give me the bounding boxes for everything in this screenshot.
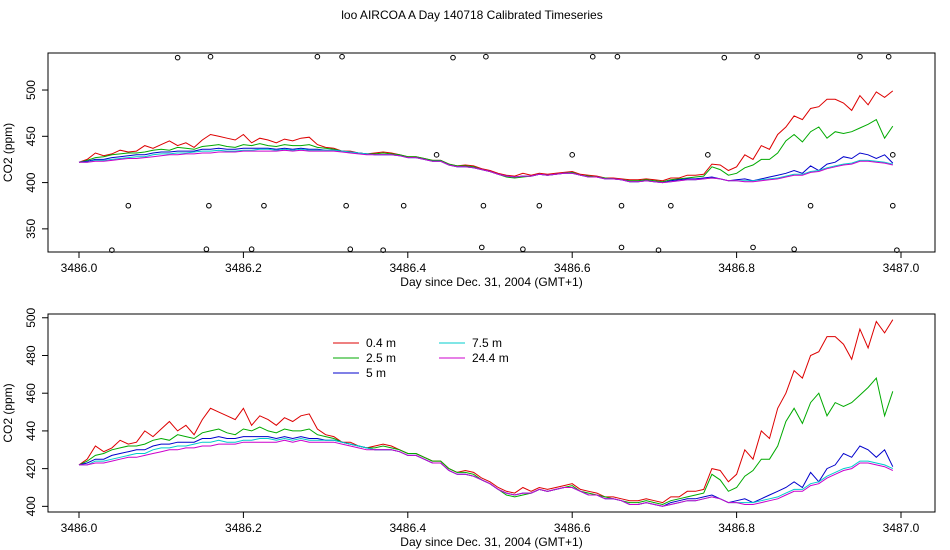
bottom-panel-series-with-legend: 3486.0 3486.2 3486.4 3486.6 3486.8 3487.0 400 4… — [1, 307, 936, 549]
data-marker — [750, 244, 756, 251]
data-marker — [668, 202, 674, 209]
data-marker — [343, 202, 349, 209]
data-marker — [400, 202, 407, 209]
data-marker — [314, 53, 321, 60]
legend-label: 24.4 m — [472, 351, 509, 365]
data-marker — [339, 53, 345, 60]
x-tick-label: 3486.2 — [225, 261, 262, 275]
data-marker — [206, 202, 212, 209]
legend-label: 5 m — [366, 366, 386, 380]
series-line-24-4-m — [79, 149, 893, 184]
series-line-7-5-m — [79, 437, 894, 507]
series-line-7-5-m — [79, 148, 893, 184]
data-marker — [889, 202, 896, 209]
y-tick-label: 420 — [24, 458, 38, 478]
y-tick-label: 450 — [24, 126, 38, 146]
series-line-5-m — [78, 436, 894, 507]
data-marker — [433, 152, 440, 158]
y-tick-label: 350 — [24, 219, 38, 239]
legend-label: 0.4 m — [366, 336, 396, 350]
data-marker — [480, 202, 487, 209]
data-marker — [248, 246, 255, 253]
data-marker — [721, 54, 728, 61]
data-marker — [520, 246, 526, 253]
y-tick-label: 500 — [24, 307, 38, 327]
x-tick-label: 3487.0 — [883, 261, 920, 275]
x-tick-label: 3486.4 — [389, 261, 426, 275]
data-marker — [857, 53, 863, 60]
data-marker — [536, 202, 543, 209]
data-marker — [655, 247, 662, 253]
x-tick-label: 3487.0 — [883, 521, 920, 535]
series-line-2-5-m — [78, 377, 894, 506]
data-marker — [894, 247, 900, 253]
x-tick-label: 3486.0 — [61, 261, 98, 275]
data-marker — [889, 152, 896, 158]
data-marker — [174, 54, 181, 61]
data-marker — [347, 246, 354, 253]
data-marker — [109, 247, 115, 253]
figure-title: loo AIRCOA A Day 140718 Calibrated Times… — [341, 8, 602, 22]
y-tick-label: 480 — [24, 345, 38, 365]
data-marker — [261, 202, 267, 209]
data-marker — [478, 244, 485, 251]
x-tick-label: 3486.0 — [61, 521, 98, 535]
data-marker — [125, 202, 132, 209]
x-tick-label: 3486.8 — [718, 261, 755, 275]
data-marker — [483, 53, 489, 60]
plot-frame — [47, 52, 936, 253]
y-tick-label: 460 — [24, 383, 38, 403]
data-marker — [203, 246, 210, 253]
y-tick-label: 400 — [24, 172, 38, 192]
data-marker — [207, 53, 214, 60]
data-marker — [380, 247, 386, 253]
data-marker — [569, 152, 576, 158]
x-axis-label: Day since Dec. 31, 2004 (GMT+1) — [400, 535, 582, 549]
data-marker — [589, 53, 596, 60]
legend-label: 7.5 m — [472, 336, 502, 350]
x-tick-label: 3486.6 — [554, 261, 591, 275]
y-axis-label: CO2 (ppm) — [1, 123, 15, 182]
plot-frame — [47, 313, 936, 513]
top-panel-markers-and-series: 3486.0 3486.2 3486.4 3486.6 3486.8 3487.0 350 4… — [1, 52, 936, 289]
data-marker — [450, 54, 456, 61]
data-marker — [885, 53, 892, 60]
series-line-0-4-m — [78, 319, 894, 504]
series-line-2-5-m — [78, 118, 894, 183]
x-tick-label: 3486.4 — [389, 521, 426, 535]
series-line-24-4-m — [79, 439, 894, 507]
y-tick-label: 500 — [24, 80, 38, 100]
data-marker — [791, 246, 797, 253]
x-tick-label: 3486.6 — [554, 521, 591, 535]
x-tick-label: 3486.2 — [225, 521, 262, 535]
data-marker — [705, 152, 711, 158]
y-axis-label: CO2 (ppm) — [1, 383, 15, 442]
x-tick-label: 3486.8 — [718, 521, 755, 535]
y-tick-label: 440 — [24, 421, 38, 441]
data-marker — [807, 202, 814, 209]
data-marker — [618, 244, 625, 251]
x-axis-label: Day since Dec. 31, 2004 (GMT+1) — [400, 275, 582, 289]
data-marker — [754, 53, 760, 60]
legend-label: 2.5 m — [366, 351, 396, 365]
data-marker — [614, 53, 621, 60]
y-tick-label: 400 — [24, 496, 38, 516]
data-marker — [618, 202, 625, 209]
series-line-0-4-m — [78, 90, 894, 182]
